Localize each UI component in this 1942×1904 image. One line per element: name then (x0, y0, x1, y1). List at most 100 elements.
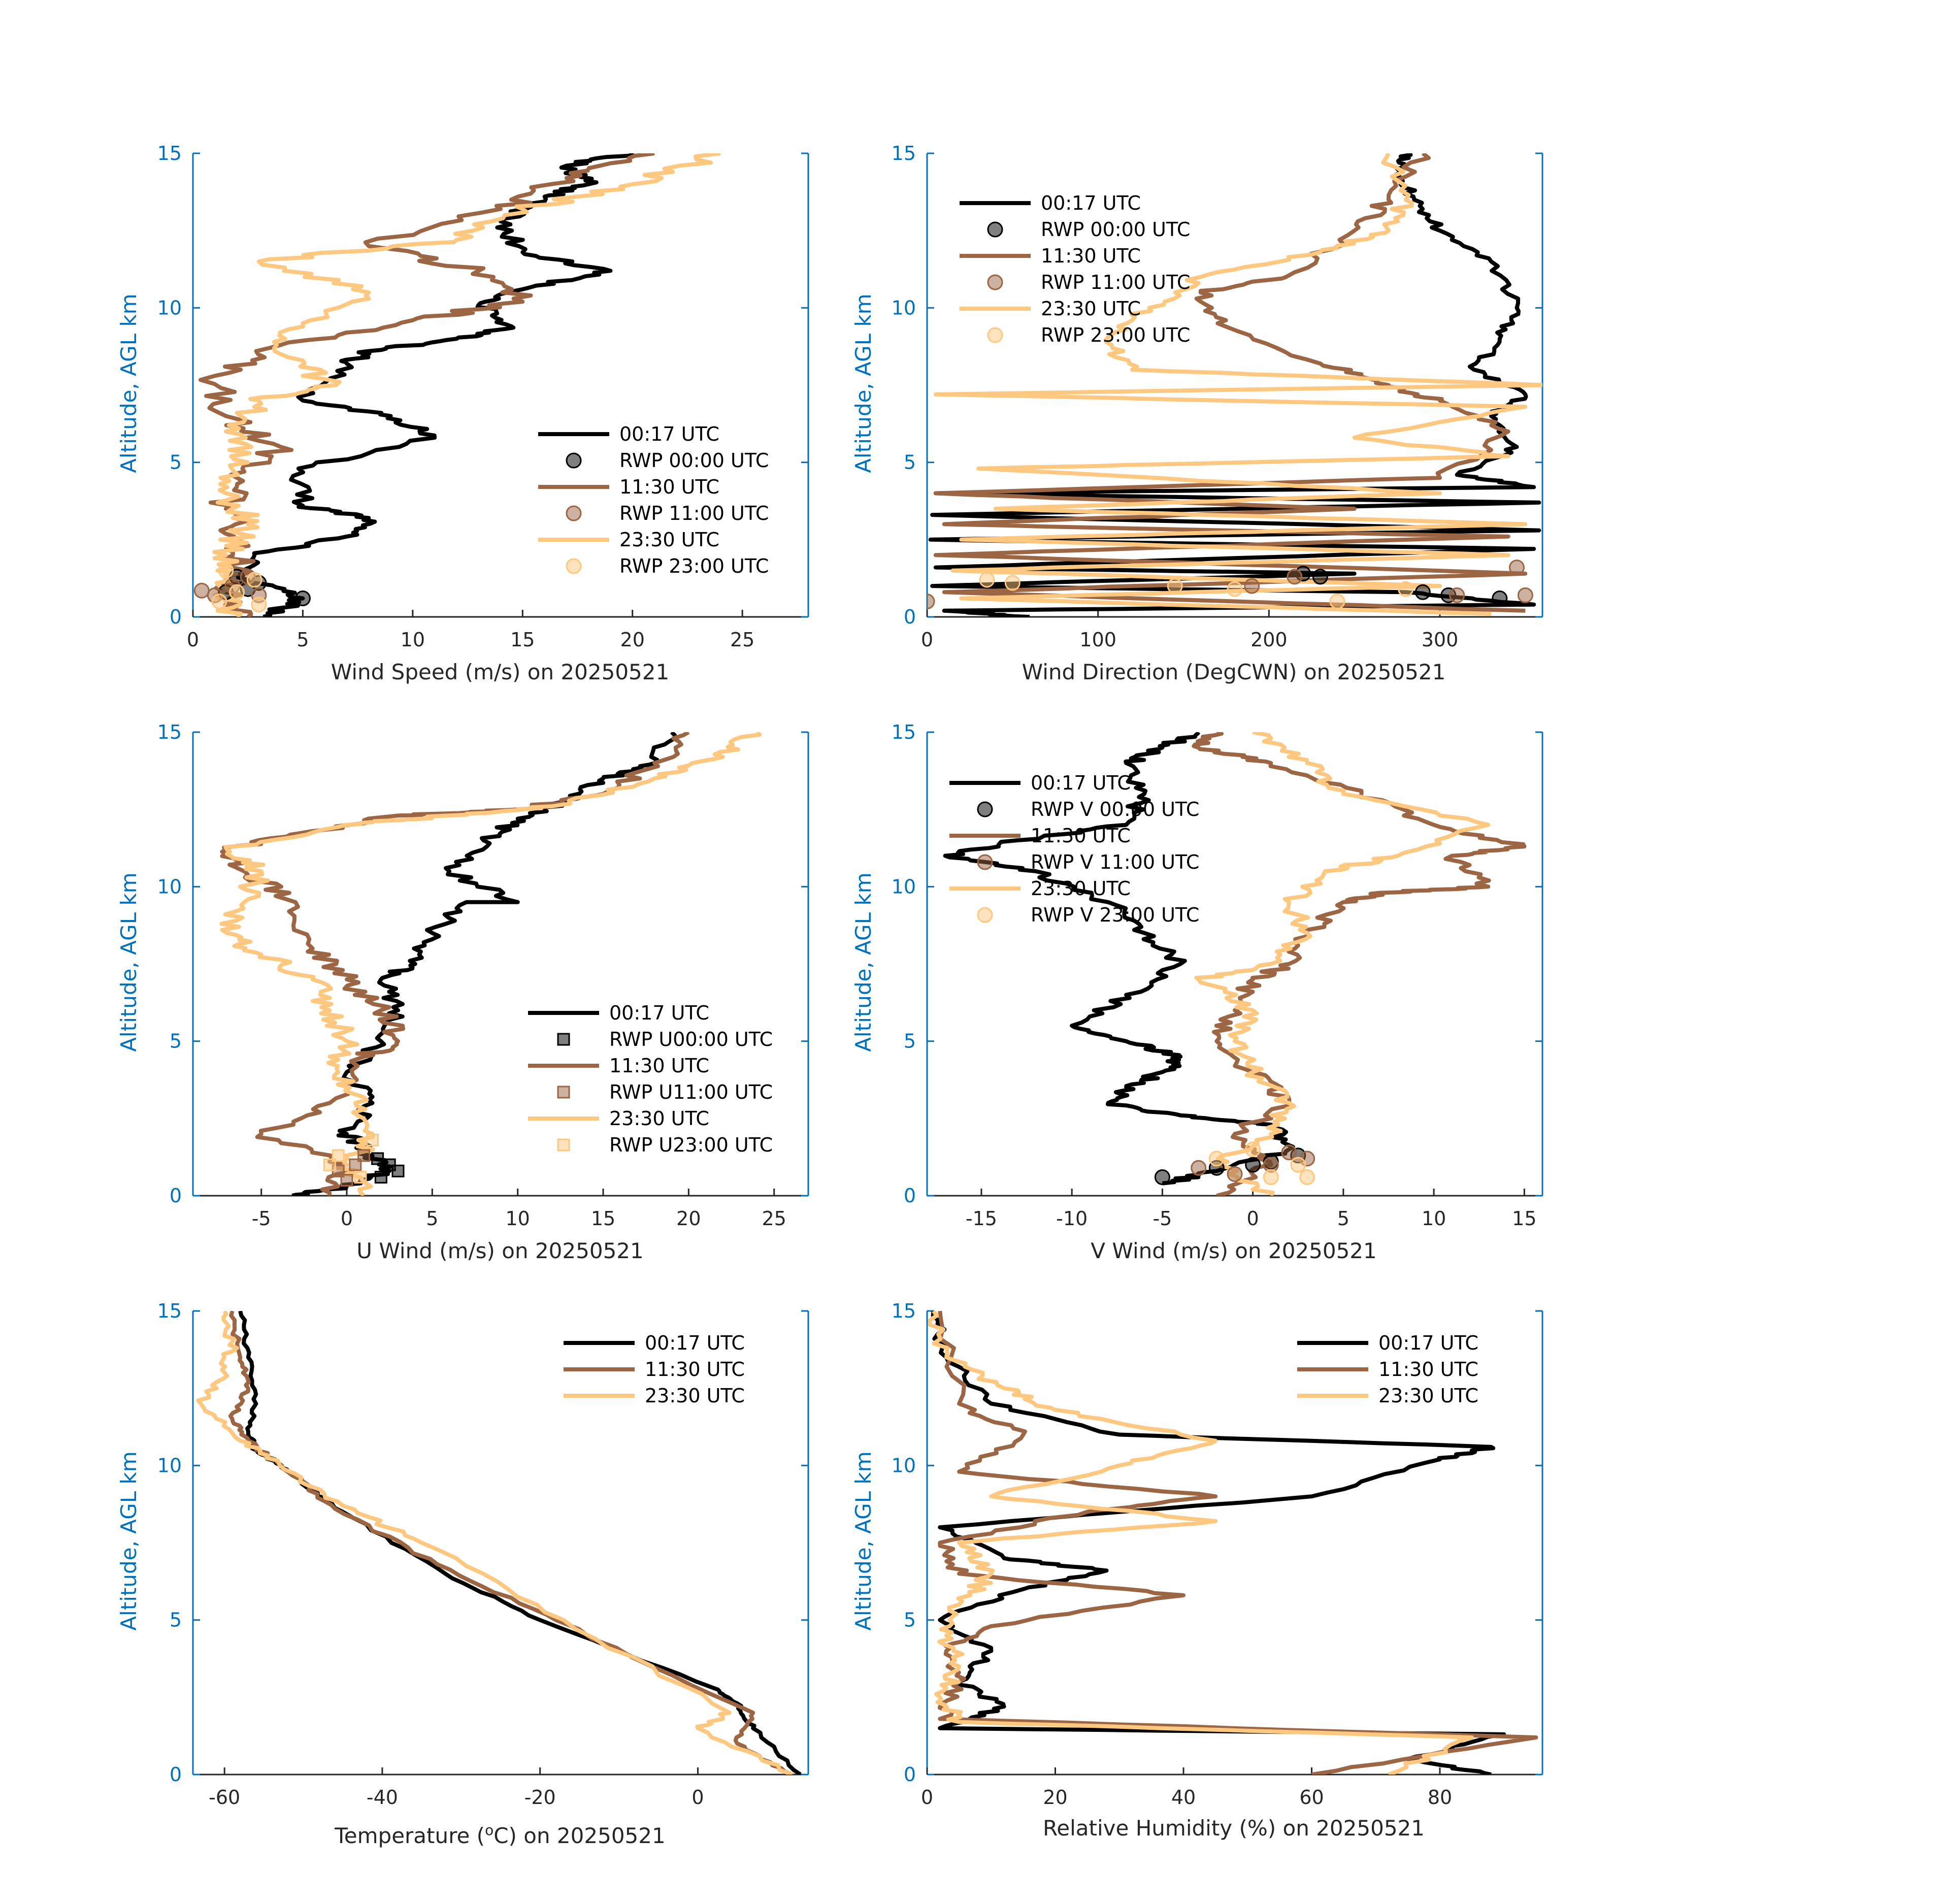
rwp-marker-peach (1245, 1141, 1261, 1158)
rwp-square-marker-peach (323, 1158, 336, 1171)
legend-circle-swatch (977, 801, 993, 817)
rwp-marker-brown (927, 594, 935, 610)
rwp-marker-peach (1227, 581, 1243, 597)
rwp-marker-brown (1509, 560, 1525, 576)
ylabel-u-wind: Altitude, AGL km (116, 872, 141, 1052)
x-tick-label: 15 (1512, 1207, 1536, 1230)
legend-label: 00:17 UTC (1041, 192, 1141, 214)
y-tick-label: 15 (892, 721, 916, 743)
rwp-marker-brown (193, 582, 210, 599)
legend: 00:17 UTC RWP 00:00 UTC 11:30 UTC RWP 11:00… (538, 423, 769, 577)
legend: 00:17 UTC 11:30 UTC 23:30 UTC (1297, 1332, 1478, 1407)
series-line-peach (933, 153, 1542, 616)
y-tick-label: 5 (170, 451, 182, 474)
rwp-marker-peach (1208, 1151, 1225, 1167)
legend-label: 11:30 UTC (645, 1358, 745, 1381)
y-tick-label: 0 (904, 1763, 916, 1786)
legend-label: 00:17 UTC (619, 423, 719, 445)
rwp-marker-black (1312, 569, 1328, 585)
legend-label: RWP U11:00 UTC (609, 1081, 773, 1103)
x-tick-label: 5 (1337, 1207, 1349, 1230)
series-line-brown (1192, 732, 1527, 1196)
rwp-marker-peach (1263, 1169, 1279, 1185)
x-tick-label: -5 (252, 1207, 271, 1230)
x-tick-label: -20 (524, 1786, 556, 1809)
rwp-square-marker-black (374, 1170, 387, 1184)
x-tick-label: -60 (209, 1786, 240, 1809)
ylabel-wind-speed: Altitude, AGL km (116, 293, 141, 473)
legend-circle-swatch (566, 505, 582, 521)
xlabel-temperature-sup: o (485, 1822, 493, 1839)
series-line-black (236, 153, 635, 617)
x-tick-label: 10 (401, 629, 425, 651)
rwp-marker-black (1492, 590, 1508, 606)
y-tick-label: 15 (157, 1300, 182, 1322)
series-line-peach (212, 153, 721, 617)
legend-label: RWP 11:00 UTC (619, 502, 769, 524)
ylabel-relative-humidity: Altitude, AGL km (851, 1451, 876, 1630)
y-tick-label: 15 (892, 142, 916, 165)
x-tick-label: 10 (505, 1207, 530, 1230)
rwp-marker-black (1154, 1169, 1170, 1185)
rwp-marker-peach (1167, 578, 1183, 594)
series-line-black (931, 1311, 1506, 1775)
series-line-brown (937, 1311, 1538, 1775)
x-tick-label: 25 (730, 629, 754, 651)
legend-label: 00:17 UTC (609, 1002, 709, 1024)
rwp-marker-brown (1449, 587, 1465, 603)
x-tick-label: 10 (1422, 1207, 1446, 1230)
plot-area (193, 153, 721, 617)
legend-label: RWP V 23:00 UTC (1031, 904, 1199, 926)
y-tick-label: 10 (157, 875, 182, 898)
series-line-brown (199, 153, 655, 617)
legend-label: 23:30 UTC (1378, 1385, 1478, 1407)
legend-label: RWP 11:00 UTC (1041, 271, 1190, 293)
xlabel-temperature-prefix: Temperature ( (334, 1823, 485, 1848)
legend-label: RWP 23:00 UTC (619, 555, 769, 577)
rwp-square-marker-peach (366, 1133, 379, 1146)
rwp-square-marker-brown (340, 1174, 353, 1187)
rwp-marker-peach (979, 572, 995, 588)
y-tick-label: 15 (892, 1300, 916, 1322)
legend: 00:17 UTC RWP U00:00 UTC 11:30 UTC RWP U11:… (528, 1002, 773, 1156)
rwp-marker-peach (211, 594, 227, 610)
x-tick-label: 15 (591, 1207, 615, 1230)
panel-v-wind: V Wind (m/s) on 20250521 Altitude, AGL k… (851, 721, 1543, 1263)
series-line-brown (228, 1311, 794, 1775)
y-tick-label: 0 (904, 1185, 916, 1207)
rwp-marker-peach (1398, 581, 1414, 597)
y-tick-label: 0 (904, 606, 916, 628)
rwp-marker-brown (1191, 1160, 1207, 1176)
x-tick-label: 0 (921, 629, 933, 651)
x-tick-label: -15 (966, 1207, 997, 1230)
legend: 00:17 UTC RWP V 00:00 UTC 11:30 UTC RWP V 1… (949, 772, 1199, 926)
x-tick-label: -5 (1153, 1207, 1172, 1230)
legend-label: RWP U23:00 UTC (609, 1134, 773, 1156)
y-tick-label: 5 (904, 1030, 916, 1053)
legend-label: 11:30 UTC (1378, 1358, 1478, 1381)
rwp-marker-peach (246, 572, 262, 588)
y-tick-label: 10 (892, 297, 916, 319)
y-tick-label: 5 (170, 1030, 182, 1053)
series-line-peach (219, 732, 762, 1196)
y-tick-label: 15 (157, 142, 182, 165)
rwp-marker-peach (1329, 594, 1345, 610)
legend-label: 23:30 UTC (1041, 298, 1141, 320)
x-tick-label: 20 (1043, 1786, 1067, 1809)
xlabel-wind-direction: Wind Direction (DegCWN) on 20250521 (1022, 660, 1446, 684)
x-tick-label: 0 (921, 1786, 933, 1809)
ylabel-wind-direction: Altitude, AGL km (851, 293, 876, 473)
series-line-peach (1194, 732, 1491, 1196)
ylabel-v-wind: Altitude, AGL km (851, 872, 876, 1052)
legend-label: RWP V 11:00 UTC (1031, 851, 1199, 873)
rwp-marker-black (294, 590, 311, 606)
x-tick-label: 0 (187, 629, 199, 651)
y-tick-label: 10 (157, 1454, 182, 1476)
rwp-marker-peach (229, 584, 245, 600)
rwp-marker-peach (1004, 575, 1021, 591)
rwp-square-marker-peach (354, 1170, 367, 1184)
x-tick-label: 5 (426, 1207, 438, 1230)
xlabel-relative-humidity: Relative Humidity (%) on 20250521 (1043, 1816, 1425, 1841)
y-tick-label: 0 (170, 606, 182, 628)
legend-circle-swatch (977, 907, 993, 923)
